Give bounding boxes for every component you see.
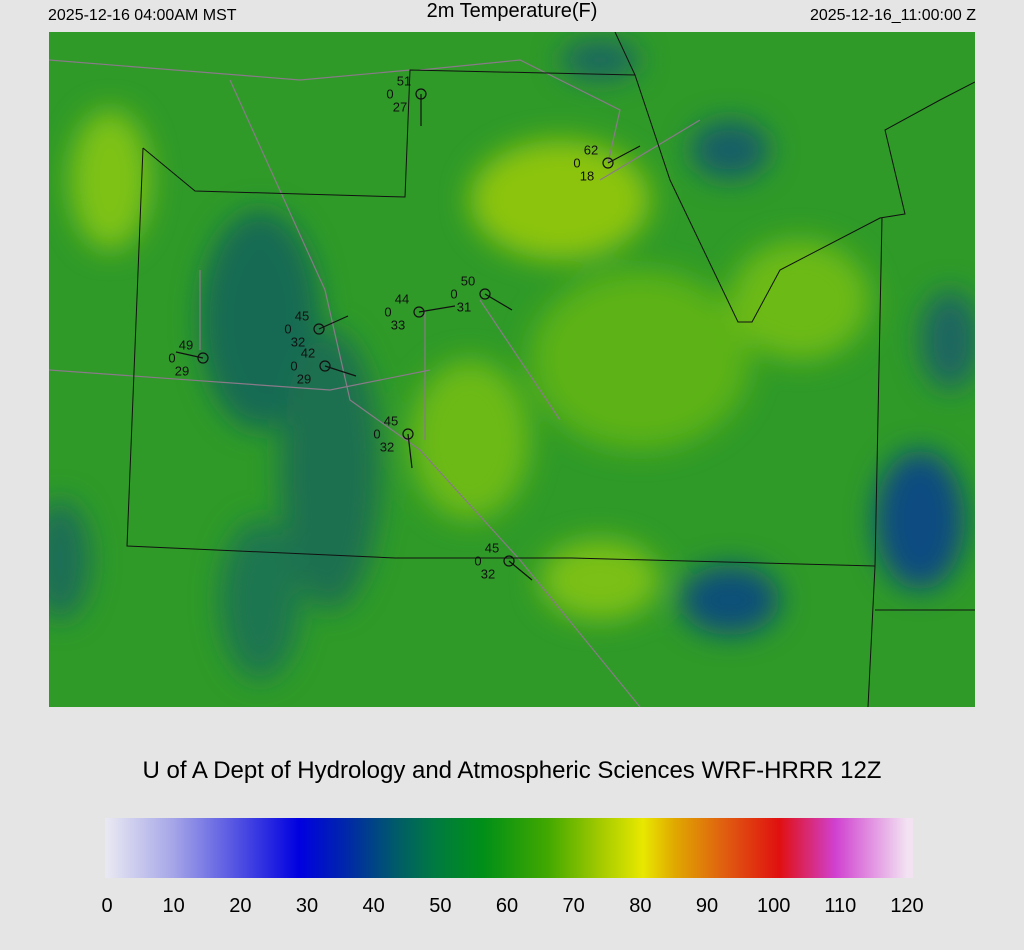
colorbar xyxy=(105,818,913,878)
station-cloud: 0 xyxy=(573,155,580,170)
colorbar-tick-label: 0 xyxy=(101,895,112,917)
station-temperature: 45 xyxy=(485,540,499,555)
station-dewpoint: 32 xyxy=(481,566,495,581)
station-dewpoint: 33 xyxy=(391,317,405,332)
wind-barb xyxy=(607,145,641,164)
station-circle xyxy=(479,288,491,300)
station-circle xyxy=(503,555,515,567)
station-dewpoint: 27 xyxy=(393,99,407,114)
station-dewpoint: 29 xyxy=(297,371,311,386)
station-temperature: 49 xyxy=(179,337,193,352)
station-circle xyxy=(415,88,427,100)
model-time: 2025-12-16_11:00:00 Z xyxy=(810,7,976,24)
colorbar-tick-label: 70 xyxy=(563,895,585,917)
wind-barb xyxy=(407,433,413,469)
footer-credit: U of A Dept of Hydrology and Atmospheric… xyxy=(143,757,882,784)
colorbar-tick-label: 50 xyxy=(429,895,451,917)
colorbar-tick-label: 10 xyxy=(163,895,185,917)
colorbar-tick-label: 80 xyxy=(629,895,651,917)
station-temperature: 44 xyxy=(395,291,409,306)
temperature-field xyxy=(49,40,975,680)
station-cloud: 0 xyxy=(450,286,457,301)
station-dewpoint: 29 xyxy=(175,363,189,378)
colorbar-tick-label: 40 xyxy=(363,895,385,917)
station-circle xyxy=(602,157,614,169)
colorbar-tick-label: 30 xyxy=(296,895,318,917)
station-cloud: 0 xyxy=(373,426,380,441)
station-dewpoint: 32 xyxy=(291,334,305,349)
colorbar-tick-label: 20 xyxy=(229,895,251,917)
map xyxy=(49,32,975,707)
station-plots: 5102762018500314403345032420294902945032… xyxy=(168,73,641,581)
wind-barb xyxy=(418,305,456,313)
station-circle xyxy=(319,360,331,372)
colorbar-tick-label: 100 xyxy=(757,895,790,917)
colorbar-tick-label: 110 xyxy=(824,895,856,917)
colorbar-tick-label: 120 xyxy=(890,895,923,917)
station-circle xyxy=(197,352,209,364)
valid-time: 2025-12-16 04:00AM MST xyxy=(48,7,237,24)
station-temperature: 42 xyxy=(301,345,315,360)
colorbar-tick-label: 90 xyxy=(696,895,718,917)
station-cloud: 0 xyxy=(290,358,297,373)
station-cloud: 0 xyxy=(168,350,175,365)
roads xyxy=(49,59,701,707)
station-circle xyxy=(313,323,325,335)
map-title: 2m Temperature(F) xyxy=(427,0,598,22)
station-dewpoint: 32 xyxy=(380,439,394,454)
station-dewpoint: 18 xyxy=(580,168,594,183)
station-temperature: 51 xyxy=(397,73,411,88)
station-temperature: 50 xyxy=(461,273,475,288)
station-cloud: 0 xyxy=(474,553,481,568)
station-circle xyxy=(413,306,425,318)
station-circle xyxy=(402,428,414,440)
boundaries xyxy=(126,32,975,707)
station-cloud: 0 xyxy=(284,321,291,336)
station-dewpoint: 31 xyxy=(457,299,471,314)
station-cloud: 0 xyxy=(386,86,393,101)
station-temperature: 45 xyxy=(384,413,398,428)
station-cloud: 0 xyxy=(384,304,391,319)
station-temperature: 62 xyxy=(584,142,598,157)
colorbar-tick-label: 60 xyxy=(496,895,518,917)
station-temperature: 45 xyxy=(295,308,309,323)
colorbar-ticks: 0 10 20 30 40 50 60 70 80 90 100 110 120 xyxy=(101,895,923,917)
